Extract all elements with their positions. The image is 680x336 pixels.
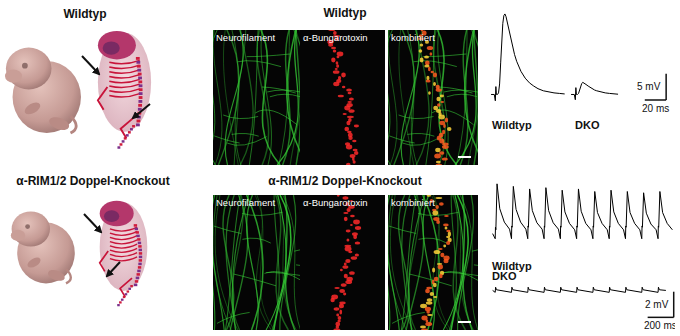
svg-text:Neurofilament: Neurofilament bbox=[216, 197, 275, 208]
svg-text:2 mV: 2 mV bbox=[645, 299, 669, 310]
svg-text:DKO: DKO bbox=[575, 119, 600, 131]
svg-text:Wildtyp: Wildtyp bbox=[492, 119, 532, 131]
svg-text:α-RIM1/2 Doppel-Knockout: α-RIM1/2 Doppel-Knockout bbox=[268, 174, 421, 188]
svg-text:20 ms: 20 ms bbox=[642, 103, 669, 114]
svg-text:kombiniert: kombiniert bbox=[391, 197, 435, 208]
svg-text:Wildtyp: Wildtyp bbox=[63, 7, 106, 21]
svg-text:kombiniert: kombiniert bbox=[391, 32, 435, 43]
svg-text:α-Bungarotoxin: α-Bungarotoxin bbox=[303, 197, 368, 208]
svg-text:α-Bungarotoxin: α-Bungarotoxin bbox=[303, 32, 368, 43]
svg-text:Wildtyp: Wildtyp bbox=[492, 260, 532, 272]
svg-text:DKO: DKO bbox=[492, 272, 517, 282]
svg-text:Wildtyp: Wildtyp bbox=[323, 6, 366, 20]
svg-text:Neurofilament: Neurofilament bbox=[216, 32, 275, 43]
svg-text:200 ms: 200 ms bbox=[644, 320, 675, 331]
svg-text:α-RIM1/2 Doppel-Knockout: α-RIM1/2 Doppel-Knockout bbox=[16, 174, 169, 188]
svg-text:5 mV: 5 mV bbox=[637, 81, 661, 92]
